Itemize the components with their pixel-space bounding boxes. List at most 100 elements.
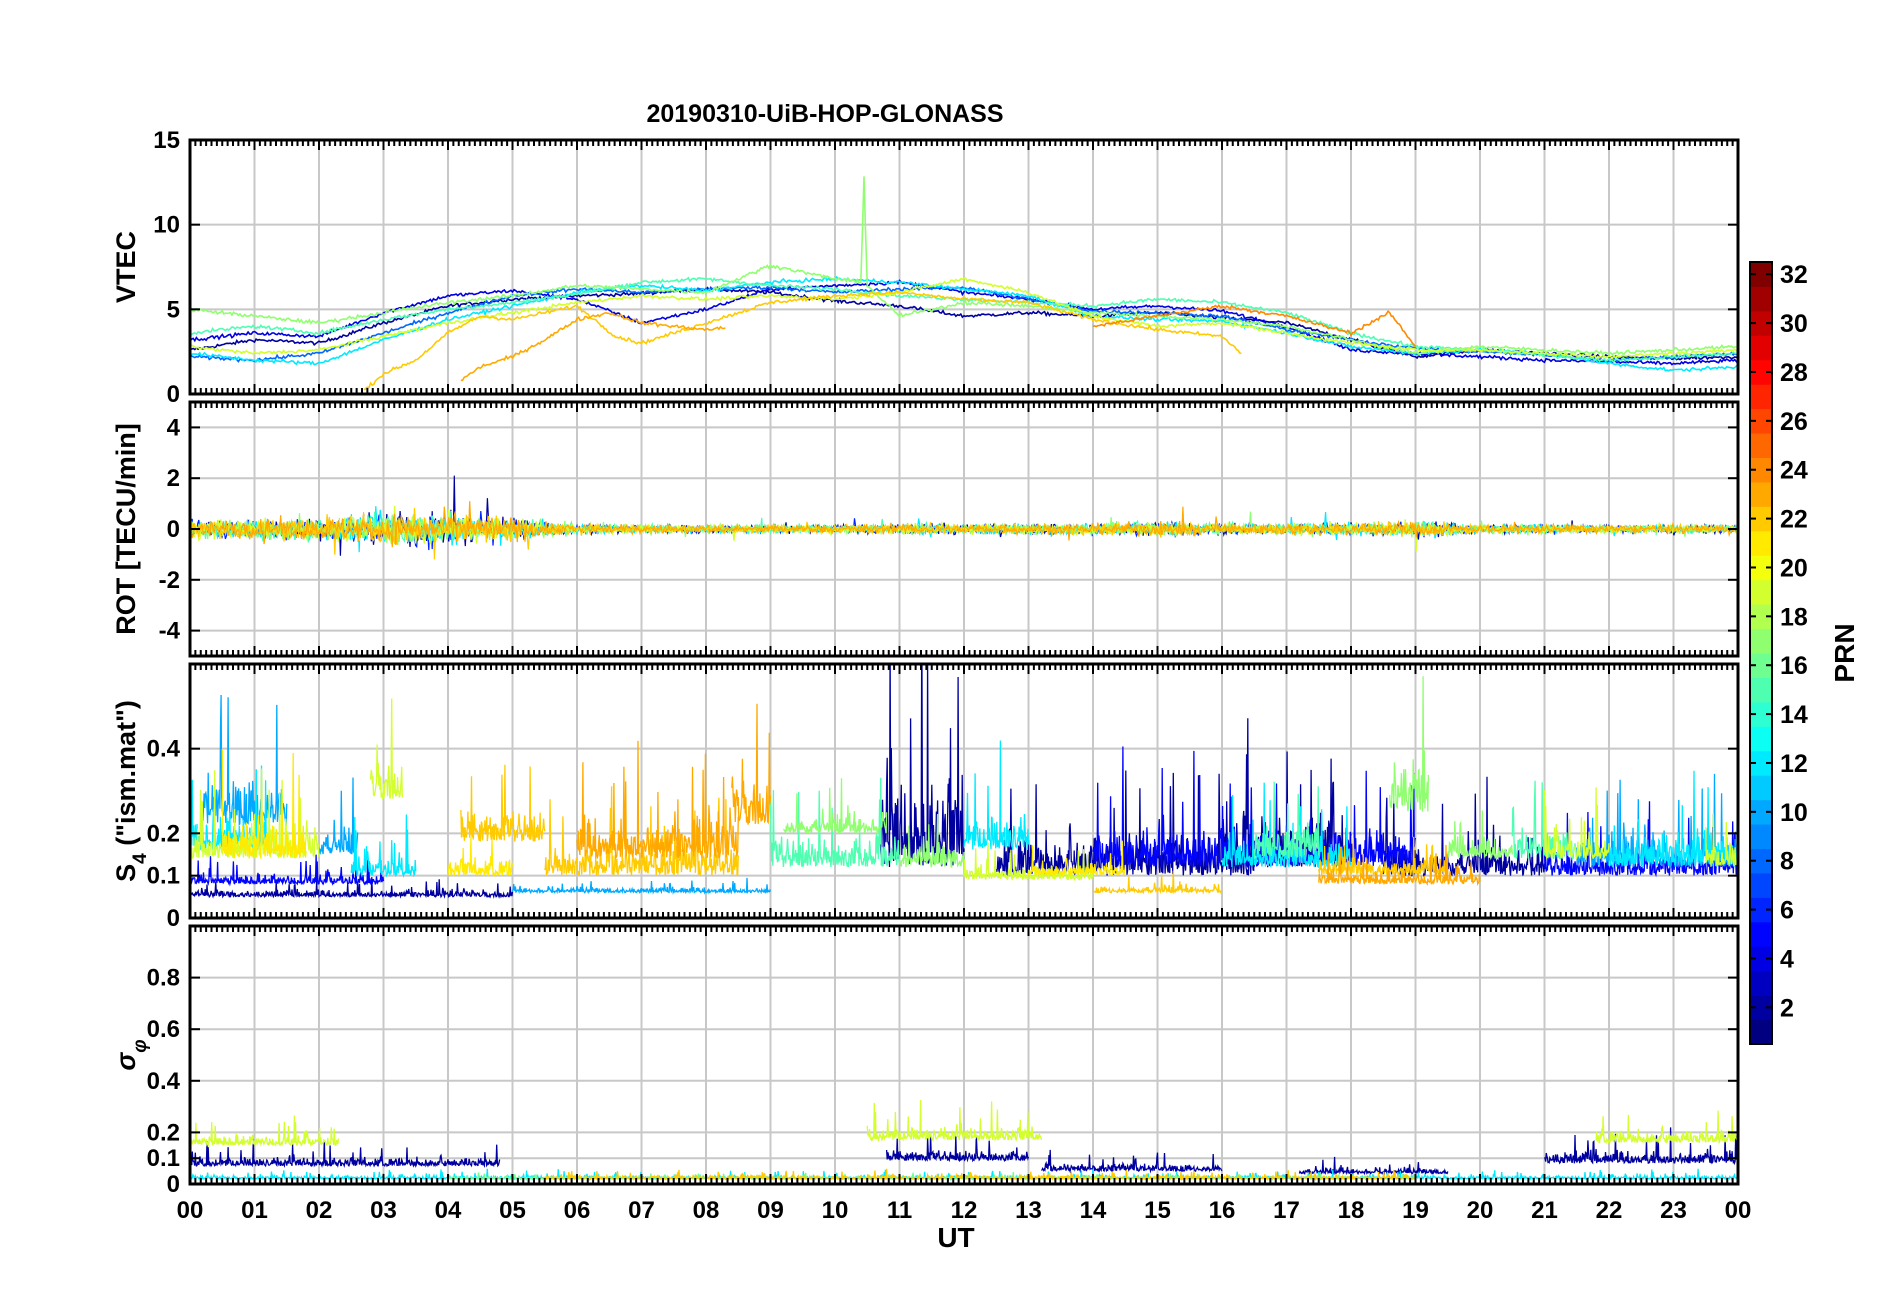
x-tick-label: 07 <box>628 1197 655 1224</box>
colorbar-tick-label: 22 <box>1780 506 1808 534</box>
y-tick-label: 0 <box>167 1171 180 1198</box>
s4-line-prn-10 <box>202 694 288 827</box>
sigma_phi-line-prn-2 <box>190 1139 501 1169</box>
y-tick-label: -2 <box>159 567 180 594</box>
colorbar-cell <box>1750 897 1772 923</box>
x-axis-label: UT <box>937 1222 974 1253</box>
vtec-line-prn-4 <box>190 279 1738 366</box>
s4-line-prn-17 <box>782 778 888 836</box>
colorbar-cell <box>1750 1019 1772 1045</box>
x-tick-label: 23 <box>1660 1197 1687 1224</box>
colorbar-tick-label: 12 <box>1780 750 1808 778</box>
colorbar-tick-label: 8 <box>1780 848 1794 876</box>
s4-line-prn-5 <box>1092 746 1417 869</box>
colorbar-cell <box>1750 750 1772 776</box>
sigma_phi-line-prn-2 <box>1041 1149 1223 1174</box>
chart-title: 20190310-UiB-HOP-GLONASS <box>646 100 1003 128</box>
colorbar-cell <box>1750 726 1772 752</box>
colorbar-tick-label: 16 <box>1780 652 1808 680</box>
x-tick-label: 13 <box>1015 1197 1042 1224</box>
x-tick-label: 17 <box>1273 1197 1300 1224</box>
y-axis-label-s4: S4 ("ism.mat") <box>111 700 151 882</box>
x-tick-label: 20 <box>1467 1197 1494 1224</box>
panel-sigma_phi: 00.10.2 0.4 0.6 0.8 σφ <box>111 924 1740 1198</box>
colorbar-cell <box>1750 262 1772 287</box>
colorbar-cell <box>1750 677 1772 703</box>
colorbar-cell <box>1750 359 1772 385</box>
y-tick-label: 0.8 <box>147 965 180 992</box>
vtec-line-prn-24 <box>1092 303 1417 348</box>
x-tick-label: 16 <box>1209 1197 1236 1224</box>
sigma_phi-line-prn-19 <box>190 1115 340 1148</box>
x-tick-label: 03 <box>370 1197 397 1224</box>
y-tick-label: 0 <box>167 905 180 932</box>
colorbar-cell <box>1750 506 1772 532</box>
colorbar-tick-label: 10 <box>1780 799 1808 827</box>
x-tick-label: 08 <box>693 1197 720 1224</box>
colorbar-cell <box>1750 481 1772 507</box>
s4-line-prn-17 <box>1447 810 1513 860</box>
s4-line-prn-22 <box>460 764 546 842</box>
s4-line-prn-5 <box>190 853 385 887</box>
s4-line-prn-5 <box>1543 801 1738 878</box>
x-tick-label: 12 <box>951 1197 978 1224</box>
s4-line-prn-19 <box>1543 787 1610 861</box>
colorbar-cell <box>1750 872 1772 898</box>
s4-line-prn-2 <box>879 664 965 868</box>
panel-vtec: 0 5 10 15 VTEC <box>111 127 1740 408</box>
rot-line-prn-23 <box>190 501 1738 548</box>
s4-line-prn-19 <box>963 842 1094 882</box>
x-ticks-rot <box>189 402 1739 656</box>
s4-line-prn-17 <box>898 813 965 869</box>
s4-line-prn-12 <box>963 740 1030 851</box>
sigma_phi-line-prn-2 <box>1543 1127 1738 1166</box>
y-tick-label: -4 <box>159 618 181 645</box>
colorbar-cell <box>1750 775 1772 801</box>
panel-s4: 0 0.1 0.2 0.4S4 ("ism.mat") <box>111 662 1740 932</box>
x-tick-label: 06 <box>564 1197 591 1224</box>
series-vtec <box>190 176 1738 391</box>
colorbar-cell <box>1750 433 1772 458</box>
s4-line-prn-12 <box>1608 770 1738 868</box>
y-tick-label: 4 <box>167 414 181 441</box>
s4-line-prn-17 <box>1389 676 1430 812</box>
colorbar-cell <box>1750 970 1772 996</box>
sigma_phi-line-prn-2 <box>1298 1156 1449 1176</box>
grid-sigma_phi <box>190 926 1738 1184</box>
colorbar-cell <box>1750 848 1772 874</box>
colorbar-cell <box>1750 946 1772 972</box>
colorbar-cell <box>1750 604 1772 630</box>
colorbar-cell <box>1750 701 1772 727</box>
s4-line-prn-15 <box>1253 781 1320 859</box>
colorbar-cell <box>1750 408 1772 434</box>
panel-rot: -4 -2 0 2 4 ROT [TECU/min] <box>111 400 1740 658</box>
x-tick-label: 09 <box>757 1197 784 1224</box>
x-tick-labels: 00 01 02 03 04 05 06 07 08 09 10 11 12 13 14 15 16 17 18 19… <box>177 1197 1752 1224</box>
s4-line-prn-23 <box>1318 844 1481 887</box>
colorbar-cell <box>1750 286 1772 312</box>
y-tick-label: 0.4 <box>147 1068 181 1095</box>
vtec-line-prn-19 <box>190 277 1738 360</box>
vtec-line-prn-17 <box>190 176 1738 357</box>
colorbar-tick-label: 14 <box>1780 701 1808 729</box>
x-tick-label: 04 <box>435 1197 462 1224</box>
x-tick-label: 21 <box>1531 1197 1558 1224</box>
y-tick-label: 0 <box>167 516 180 543</box>
colorbar-cell <box>1750 653 1772 678</box>
y-tick-label: 0.4 <box>147 736 181 763</box>
sigma_phi-line-prn-2 <box>885 1134 1030 1163</box>
x-tick-label: 00 <box>1725 1197 1752 1224</box>
s4-line-prn-22 <box>544 786 739 877</box>
vtec-line-prn-23 <box>460 311 726 382</box>
x-ticks-vtec <box>189 140 1739 394</box>
colorbar-tick-label: 6 <box>1780 897 1794 925</box>
colorbar-frame <box>1749 261 1773 1045</box>
sigma_phi-line-prn-19 <box>866 1099 1043 1143</box>
colorbar-tick-label: 32 <box>1780 261 1808 289</box>
colorbar-cell <box>1750 530 1772 556</box>
x-tick-label: 05 <box>499 1197 526 1224</box>
colorbar-cell <box>1750 579 1772 605</box>
x-ticks-s4 <box>189 664 1739 918</box>
